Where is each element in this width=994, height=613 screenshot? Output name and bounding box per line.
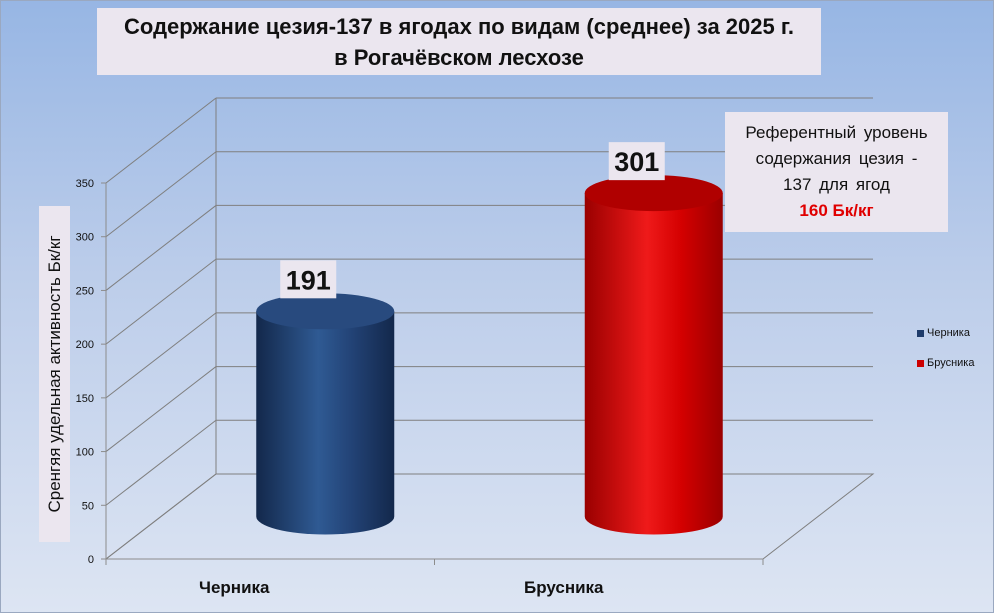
- chart-floor: [104, 473, 875, 560]
- reference-line-2: содержания цезия -: [755, 149, 918, 168]
- y-tick-label: 300: [76, 232, 94, 244]
- grid-diagonal: [105, 258, 217, 345]
- grid-diagonal: [105, 97, 217, 184]
- y-tick-label: 200: [76, 339, 94, 351]
- y-tick-label: 350: [76, 178, 94, 190]
- bar-top: [256, 293, 395, 330]
- y-tick-label: 100: [76, 447, 94, 459]
- legend-label-blueberry: Черника: [927, 327, 970, 339]
- x-tick-label: Брусника: [524, 578, 604, 597]
- chart-title: Содержание цезия-137 в ягодах по видам (…: [97, 8, 821, 75]
- data-label-box: [608, 142, 665, 181]
- y-tick-label: 0: [88, 554, 94, 566]
- y-axis-label-box: [39, 206, 70, 542]
- data-label: 301: [614, 147, 659, 177]
- bar-top: [584, 175, 723, 212]
- legend: Черника Брусника: [917, 326, 974, 386]
- chart-title-line-2: в Рогачёвском лесхозе: [334, 44, 584, 70]
- legend-swatch-lingonberry: [917, 359, 924, 367]
- data-label: 191: [286, 265, 331, 295]
- y-tick-label: 250: [76, 285, 94, 297]
- grid-diagonal: [105, 312, 217, 399]
- legend-item-lingonberry: Брусника: [917, 356, 974, 370]
- legend-label-lingonberry: Брусника: [927, 357, 975, 369]
- y-tick-label: 50: [82, 500, 94, 512]
- bar-body: [584, 193, 723, 535]
- reference-level-box: Референтный уровень содержания цезия - 1…: [725, 112, 948, 232]
- bar-body: [256, 311, 395, 535]
- reference-line-3: 137 для ягод: [783, 175, 890, 194]
- grid-diagonal: [105, 205, 217, 291]
- y-axis-label: Сренгяя удельная активность Бк/кг: [45, 235, 64, 513]
- x-tick-label: Черника: [199, 578, 270, 597]
- grid-diagonal: [105, 366, 217, 452]
- chart-title-line-1: Содержание цезия-137 в ягодах по видам (…: [124, 13, 794, 39]
- bar-0: [256, 293, 395, 535]
- legend-item-blueberry: Черника: [917, 326, 974, 340]
- grid-diagonal: [105, 151, 217, 238]
- reference-value: 160 Бк/кг: [799, 201, 874, 220]
- grid-diagonal: [105, 419, 217, 506]
- reference-line-1: Референтный уровень: [745, 123, 928, 142]
- bar-1: [584, 175, 723, 535]
- data-label-box: [280, 260, 337, 299]
- legend-swatch-blueberry: [917, 329, 924, 337]
- y-tick-label: 150: [76, 393, 94, 405]
